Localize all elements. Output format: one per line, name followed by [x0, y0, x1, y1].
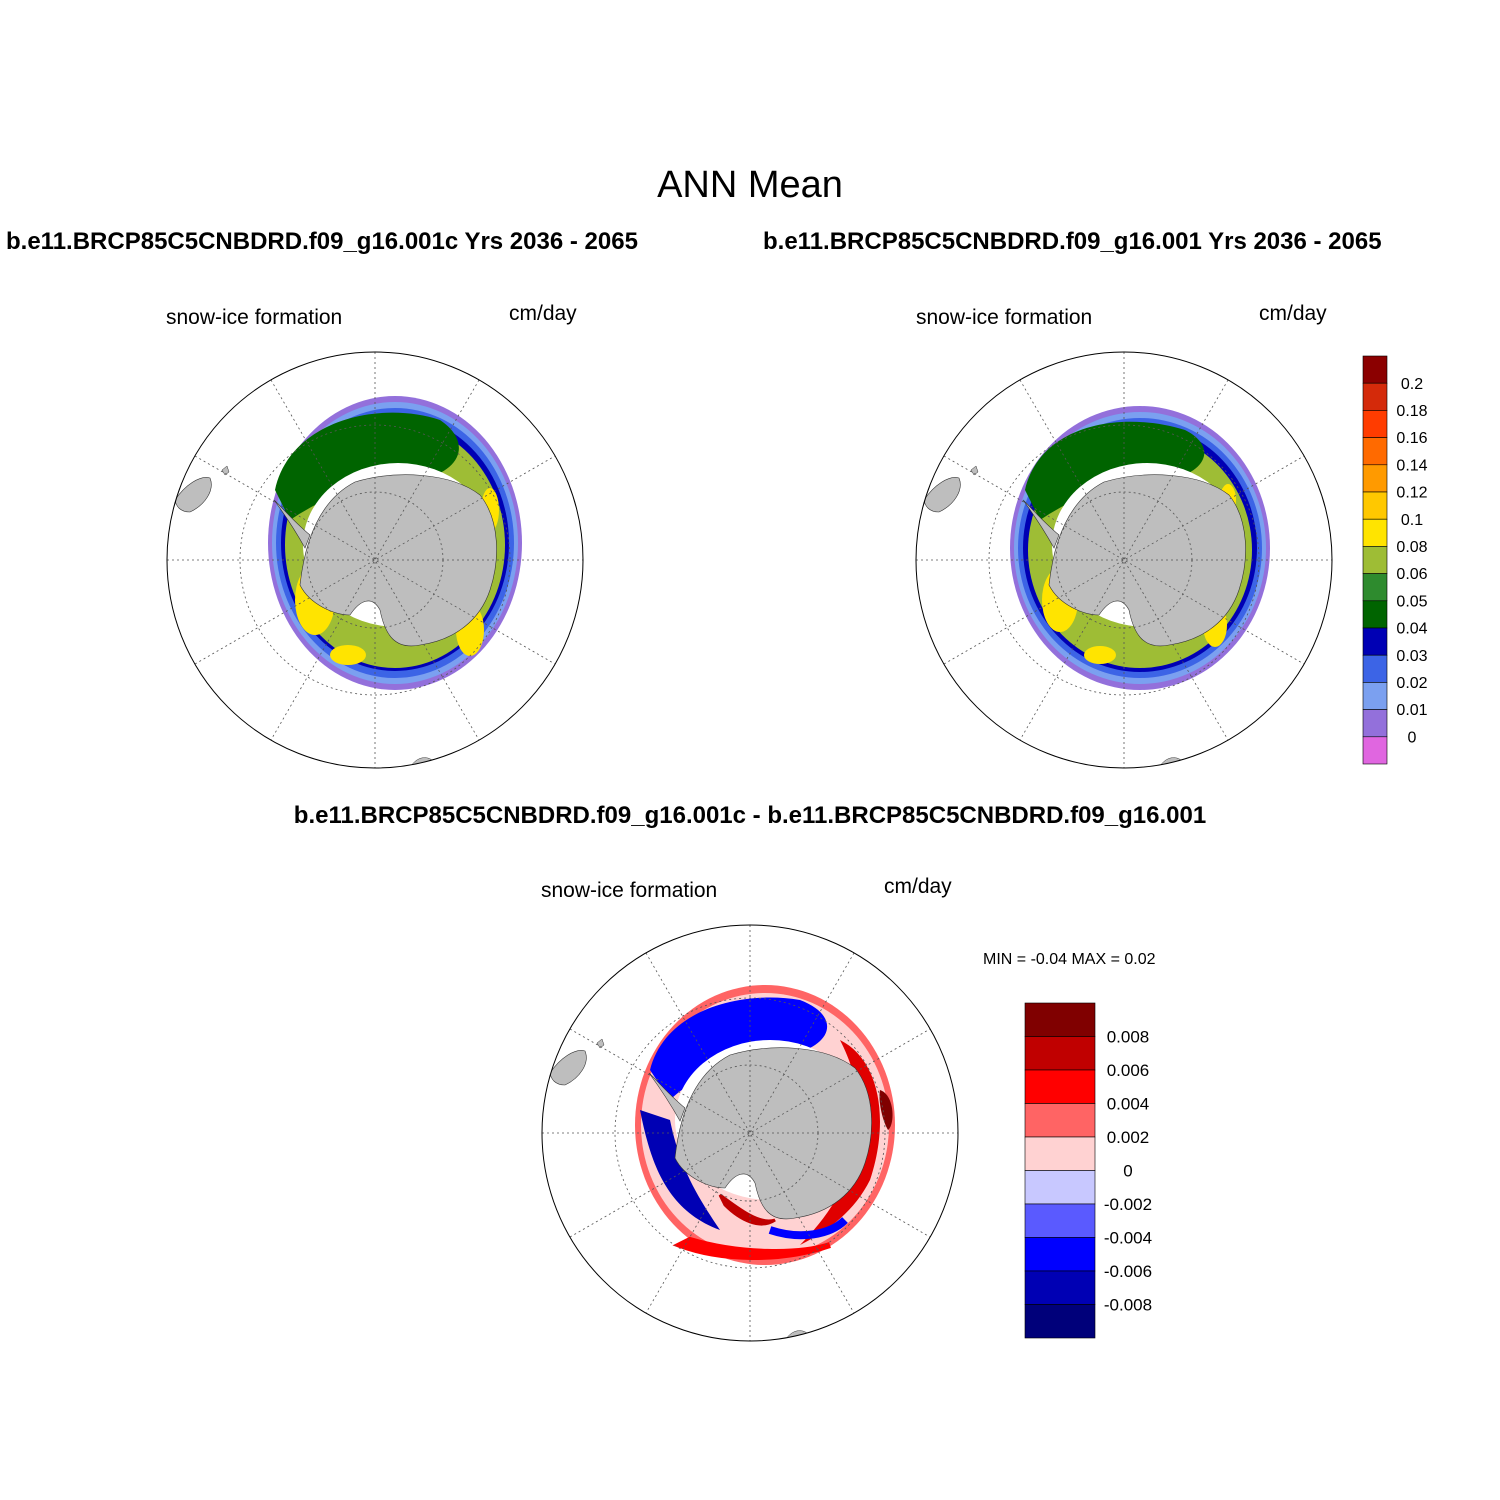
colorbar-top-label: 0.05 [1396, 593, 1427, 610]
colorbar-top-swatch [1362, 491, 1388, 520]
new-zealand [409, 757, 433, 768]
map-panel-left [166, 351, 584, 769]
colorbar-top-swatch [1362, 573, 1388, 602]
colorbar-diff-label: 0 [1123, 1161, 1132, 1180]
colorbar-top-label: 0.04 [1396, 621, 1427, 638]
colorbar-top-label: 0.12 [1396, 485, 1427, 502]
colorbar-diff-swatch [1024, 1237, 1096, 1272]
colorbar-diff-swatch [1024, 1002, 1096, 1037]
weddell-dense-region [275, 412, 459, 520]
colorbar-top-swatch [1362, 410, 1388, 438]
colorbar-diff-swatch [1024, 1036, 1096, 1071]
panel1-variable-label: snow-ice formation [166, 306, 343, 329]
colorbar-diff-swatch [1024, 1103, 1096, 1138]
colorbar-top-swatch [1362, 709, 1388, 738]
antarctic-peninsula [273, 499, 311, 549]
colorbar-diff-label: -0.004 [1104, 1228, 1152, 1247]
colorbar-diff-label: 0.006 [1107, 1061, 1150, 1080]
colorbar-top-label: 0.18 [1396, 403, 1427, 420]
colorbar-top: 0.2 0.18 0.16 0.14 0.12 0.1 0.08 0.06 0.05 0.04 0.… [1362, 355, 1428, 765]
map-panel-difference [541, 924, 959, 1342]
panel3-units-label: cm/day [884, 875, 952, 898]
colorbar-top-label: 0.14 [1396, 457, 1427, 474]
colorbar-top-swatch [1362, 546, 1388, 574]
colorbar-diff-label: -0.002 [1104, 1195, 1152, 1214]
colorbar-diff-label: 0.008 [1107, 1027, 1150, 1046]
colorbar-top-swatch [1362, 627, 1388, 656]
colorbar-difference: 0.008 0.006 0.004 0.002 0 -0.002 -0.004 -0.006 -… [1024, 1002, 1152, 1339]
colorbar-diff-swatch [1024, 1304, 1096, 1339]
difference-title: b.e11.BRCP85C5CNBDRD.f09_g16.001c - b.e1… [293, 802, 1207, 829]
min-max-label: MIN = -0.04 MAX = 0.02 [983, 951, 1156, 968]
colorbar-diff-label: -0.008 [1104, 1295, 1152, 1314]
colorbar-top-label: 0 [1408, 729, 1417, 746]
high-value-patch [330, 645, 366, 665]
south-america-tip [174, 477, 212, 513]
colorbar-diff-swatch [1024, 1203, 1096, 1238]
colorbar-top-label: 0.03 [1396, 648, 1427, 665]
colorbar-top-swatch [1362, 600, 1388, 629]
colorbar-top-swatch [1362, 654, 1388, 683]
colorbar-top-swatch [1362, 437, 1388, 466]
panel3-variable-label: snow-ice formation [541, 879, 718, 902]
colorbar-top-swatch [1362, 355, 1388, 384]
colorbar-top-label: 0.02 [1396, 675, 1427, 692]
colorbar-top-label: 0.08 [1396, 539, 1427, 556]
colorbar-diff-label: 0.004 [1107, 1094, 1150, 1113]
colorbar-top-label: 0.2 [1401, 376, 1423, 393]
colorbar-top-label: 0.01 [1396, 702, 1427, 719]
case-title-left: b.e11.BRCP85C5CNBDRD.f09_g16.001c Yrs 20… [6, 228, 638, 255]
colorbar-top-label: 0.06 [1396, 566, 1427, 583]
colorbar-top-swatch [1362, 464, 1388, 493]
main-title: ANN Mean [657, 164, 843, 206]
colorbar-diff-label: -0.006 [1104, 1262, 1152, 1281]
panel1-units-label: cm/day [509, 302, 577, 325]
colorbar-top-swatch [1362, 382, 1388, 411]
case-title-right: b.e11.BRCP85C5CNBDRD.f09_g16.001 Yrs 203… [763, 228, 1382, 255]
colorbar-top-swatch [1362, 518, 1388, 547]
colorbar-top-label: 0.16 [1396, 430, 1427, 447]
colorbar-diff-label: 0.002 [1107, 1128, 1150, 1147]
colorbar-diff-swatch [1024, 1270, 1096, 1305]
panel2-units-label: cm/day [1259, 302, 1327, 325]
colorbar-top-label: 0.1 [1401, 512, 1423, 529]
colorbar-top-swatch [1362, 682, 1388, 710]
map-panel-right [915, 351, 1333, 769]
colorbar-diff-swatch [1024, 1136, 1096, 1171]
colorbar-diff-swatch [1024, 1069, 1096, 1104]
colorbar-diff-swatch [1024, 1170, 1096, 1205]
panel2-variable-label: snow-ice formation [916, 306, 1093, 329]
colorbar-top-swatch [1362, 736, 1388, 765]
